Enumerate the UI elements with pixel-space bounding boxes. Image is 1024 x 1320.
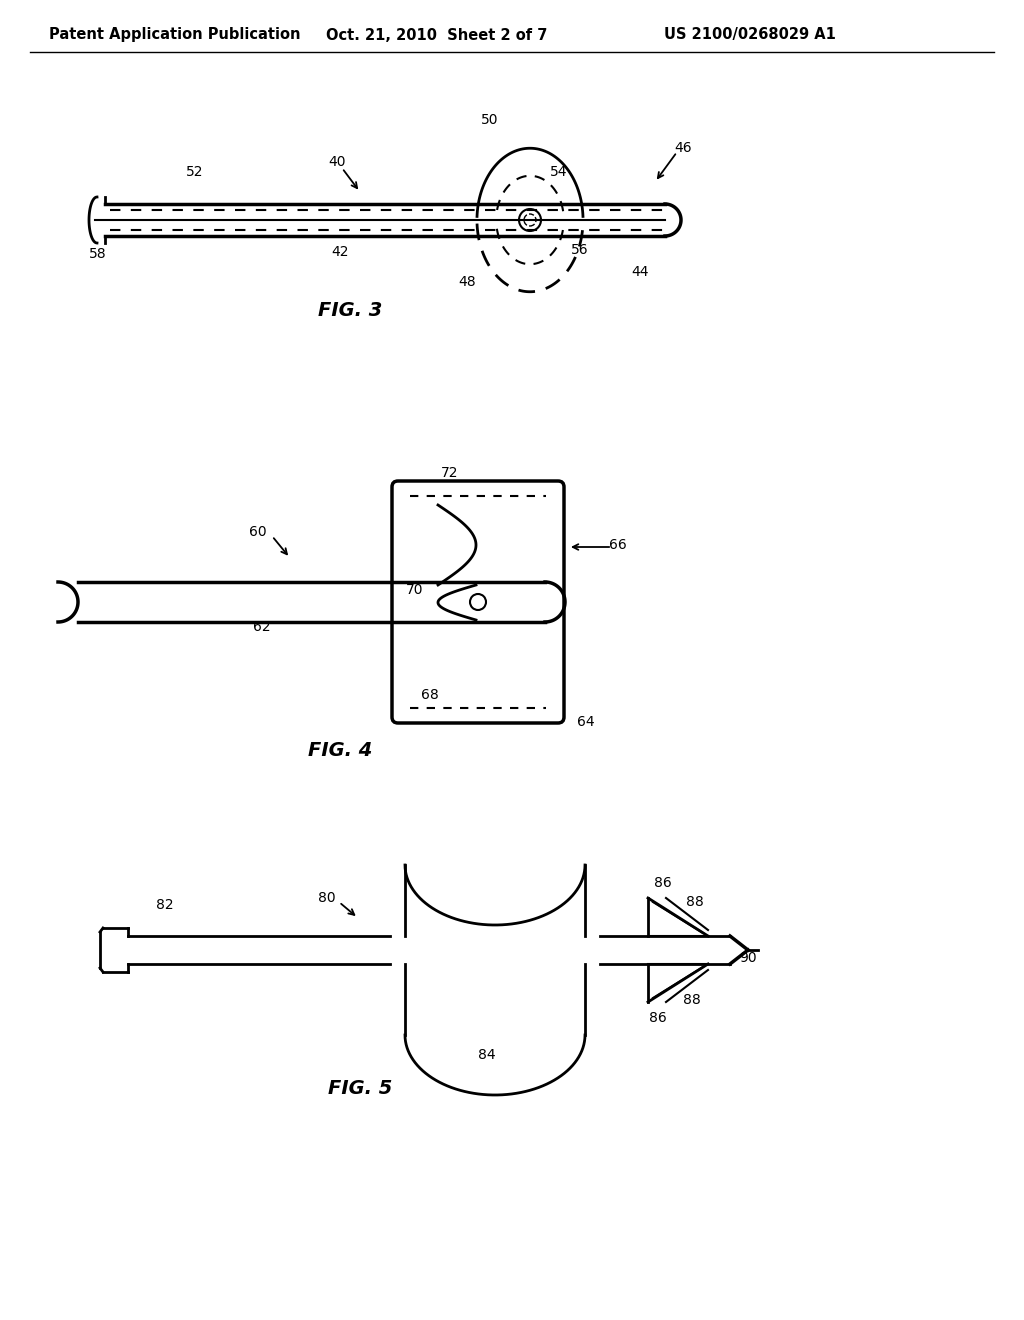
Text: 88: 88 [683, 993, 700, 1007]
Text: 58: 58 [89, 247, 106, 261]
Text: 90: 90 [739, 950, 757, 965]
Text: 44: 44 [631, 265, 649, 279]
Text: 86: 86 [649, 1011, 667, 1026]
Text: FIG. 4: FIG. 4 [308, 741, 372, 759]
Text: 60: 60 [249, 525, 267, 539]
Text: 40: 40 [329, 154, 346, 169]
Text: 42: 42 [331, 246, 349, 259]
Text: 48: 48 [458, 275, 476, 289]
Text: 84: 84 [478, 1048, 496, 1063]
Text: 64: 64 [578, 715, 595, 729]
Text: FIG. 3: FIG. 3 [317, 301, 382, 319]
Text: Oct. 21, 2010  Sheet 2 of 7: Oct. 21, 2010 Sheet 2 of 7 [327, 28, 548, 42]
Text: 54: 54 [550, 165, 567, 180]
Text: 56: 56 [571, 243, 589, 257]
Text: 70: 70 [407, 583, 424, 597]
Text: 62: 62 [253, 620, 270, 634]
Text: 80: 80 [318, 891, 336, 906]
Text: 52: 52 [186, 165, 204, 180]
Text: 68: 68 [421, 688, 439, 702]
Text: 72: 72 [441, 466, 459, 480]
Text: FIG. 5: FIG. 5 [328, 1078, 392, 1097]
Text: 46: 46 [674, 141, 692, 154]
Text: 66: 66 [609, 539, 627, 552]
Text: 88: 88 [686, 895, 703, 909]
Text: 86: 86 [654, 876, 672, 890]
Text: 50: 50 [481, 114, 499, 127]
Text: Patent Application Publication: Patent Application Publication [49, 28, 301, 42]
Text: US 2100/0268029 A1: US 2100/0268029 A1 [664, 28, 836, 42]
Text: 82: 82 [157, 898, 174, 912]
